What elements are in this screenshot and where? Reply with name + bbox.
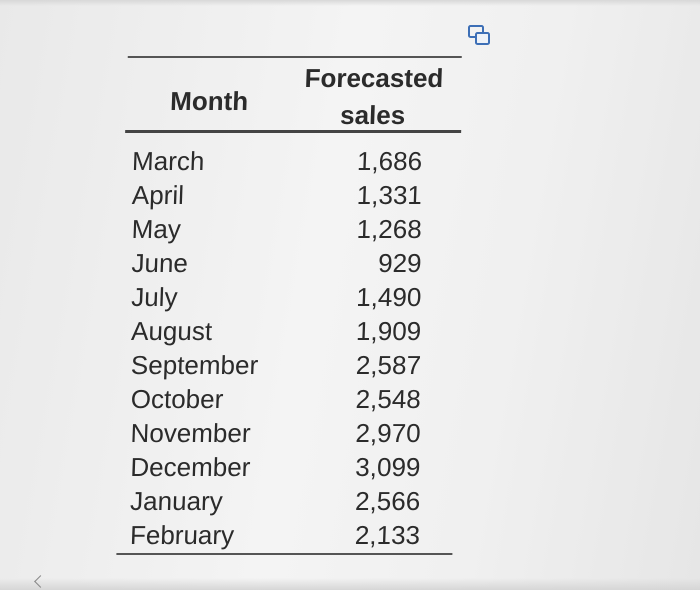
- column-header-sales-line1: Forecasted: [304, 63, 444, 93]
- month-cell: October: [130, 384, 224, 414]
- month-cell: January: [129, 486, 224, 516]
- sales-cell: 929: [377, 248, 423, 278]
- column-header-sales-line2: sales: [339, 100, 406, 130]
- table-row: November 2,970: [130, 416, 423, 450]
- month-cell: May: [131, 214, 182, 244]
- table-row: June 929: [131, 246, 429, 280]
- sales-cell: 1,909: [355, 316, 422, 346]
- copy-icon-glyph: [468, 25, 490, 45]
- header-rule: [125, 130, 462, 133]
- column-header-month: Month: [169, 86, 249, 116]
- table-row: April 1,331: [131, 178, 431, 212]
- month-cell: July: [130, 282, 179, 312]
- column-header-forecasted-sales: Forecasted sales: [297, 60, 450, 134]
- table-row: August 1,909: [131, 314, 427, 348]
- sales-cell: 1,490: [355, 282, 422, 312]
- table-row: July 1,490: [131, 280, 428, 314]
- screen-edge-top: [0, 0, 700, 6]
- copy-icon[interactable]: [466, 24, 492, 48]
- month-cell: December: [129, 452, 251, 482]
- sales-cell: 2,566: [354, 486, 421, 516]
- sales-cell: 2,970: [355, 418, 422, 448]
- table-row: February 2,133: [129, 518, 421, 552]
- table-row: May 1,268: [131, 212, 430, 246]
- sales-cell: 2,587: [355, 350, 422, 380]
- sales-cell: 2,133: [354, 520, 421, 550]
- table-body: March 1,686 April 1,331 May 1,268 June 9…: [118, 144, 432, 552]
- sales-cell: 1,686: [356, 146, 423, 176]
- sales-cell: 1,268: [356, 214, 423, 244]
- month-cell: February: [129, 520, 235, 550]
- forecast-table: Month Forecasted sales March 1,686 April…: [110, 50, 472, 570]
- screen-edge-bottom: [0, 578, 700, 590]
- month-cell: August: [130, 316, 213, 346]
- table-row: January 2,566: [130, 484, 421, 518]
- sales-cell: 3,099: [354, 452, 421, 482]
- month-cell: March: [131, 146, 205, 176]
- sales-cell: 1,331: [356, 180, 423, 210]
- table-row: March 1,686: [132, 144, 433, 178]
- sales-cell: 2,548: [355, 384, 422, 414]
- month-cell: September: [130, 350, 259, 380]
- table-bottom-rule: [116, 553, 453, 555]
- table-row: September 2,587: [130, 348, 425, 382]
- table-top-rule: [127, 56, 462, 58]
- table-row: October 2,548: [130, 382, 424, 416]
- table-row: December 3,099: [130, 450, 422, 484]
- month-cell: April: [131, 180, 185, 210]
- month-cell: June: [131, 248, 189, 278]
- month-cell: November: [130, 418, 252, 448]
